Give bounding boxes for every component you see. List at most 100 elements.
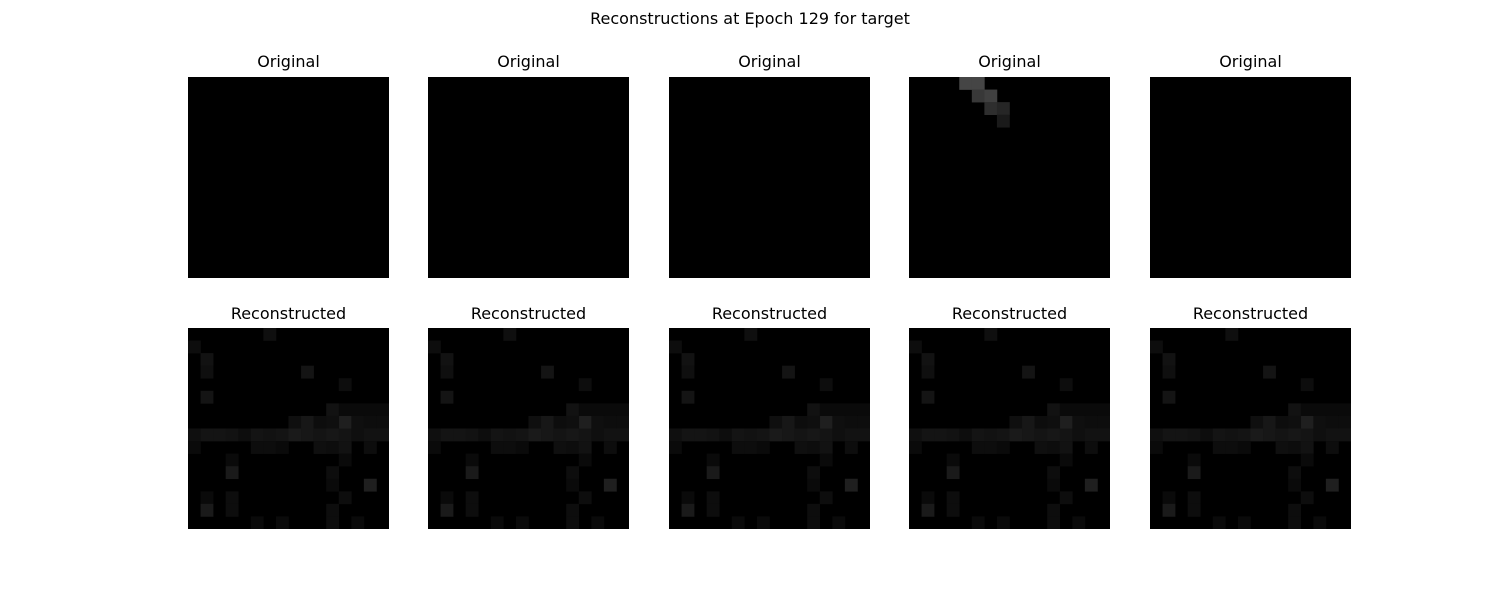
- pixel-cell: [819, 453, 833, 467]
- pixel-cell: [844, 441, 858, 454]
- pixel-cell: [857, 403, 870, 417]
- pixel-cell: [250, 516, 264, 529]
- pixel-cell: [351, 428, 365, 442]
- pixel-cell: [819, 428, 833, 442]
- original-image-2: [428, 77, 629, 278]
- pixel-cell: [490, 441, 504, 454]
- pixel-cell: [782, 428, 795, 442]
- reconstructed-image-4: [909, 328, 1110, 529]
- pixel-cell: [819, 441, 833, 454]
- pixel-cell: [603, 403, 617, 417]
- pixel-cell: [213, 428, 226, 442]
- pixel-cell: [1162, 390, 1176, 404]
- pixel-cell: [351, 516, 365, 529]
- pixel-cell: [225, 503, 239, 517]
- image-background: [188, 77, 389, 278]
- pixel-cell: [807, 478, 821, 492]
- pixel-cell: [1059, 491, 1073, 505]
- pixel-cell: [338, 403, 352, 417]
- pixel-cell: [313, 441, 327, 454]
- original-image-3: [669, 77, 870, 278]
- pixel-cell: [909, 441, 922, 454]
- image-grid: [428, 328, 629, 529]
- pixel-cell: [832, 516, 846, 529]
- pixel-cell: [971, 428, 985, 442]
- pixel-cell: [807, 415, 821, 429]
- pixel-cell: [263, 328, 277, 341]
- pixel-cell: [440, 353, 454, 366]
- pixel-cell: [1300, 415, 1314, 429]
- pixel-cell: [528, 415, 542, 429]
- pixel-cell: [769, 428, 783, 442]
- pixel-cell: [681, 365, 695, 379]
- pixel-cell: [1059, 428, 1073, 442]
- image-background: [669, 77, 870, 278]
- reconstructed-image-3: [669, 328, 870, 529]
- pixel-cell: [681, 353, 695, 366]
- pixel-cell: [363, 428, 377, 442]
- pixel-cell: [756, 516, 770, 529]
- pixel-cell: [832, 415, 846, 429]
- pixel-cell: [326, 466, 340, 480]
- pixel-cell: [819, 415, 833, 429]
- pixel-cell: [934, 428, 947, 442]
- pixel-cell: [1275, 415, 1289, 429]
- pixel-cell: [1162, 428, 1176, 442]
- pixel-cell: [744, 428, 758, 442]
- pixel-cell: [351, 415, 365, 429]
- pixel-cell: [1187, 428, 1201, 442]
- pixel-cell: [250, 441, 264, 454]
- pixel-cell: [288, 415, 302, 429]
- pixel-cell: [1300, 441, 1314, 454]
- pixel-cell: [819, 378, 833, 392]
- pixel-cell: [351, 403, 365, 417]
- pixel-cell: [1047, 403, 1061, 417]
- pixel-cell: [200, 390, 214, 404]
- pixel-cell: [578, 491, 592, 505]
- pixel-cell: [603, 478, 617, 492]
- pixel-cell: [807, 516, 821, 529]
- pixel-cell: [921, 491, 935, 505]
- panel-title: Reconstructed: [470, 304, 587, 323]
- pixel-cell: [578, 415, 592, 429]
- pixel-cell: [478, 428, 492, 442]
- pixel-cell: [1263, 428, 1276, 442]
- pixel-cell: [465, 466, 479, 480]
- original-image-5: [1150, 77, 1351, 278]
- pixel-cell: [959, 428, 973, 442]
- pixel-cell: [1084, 403, 1098, 417]
- pixel-cell: [756, 428, 770, 442]
- pixel-cell: [946, 491, 960, 505]
- pixel-cell: [200, 503, 214, 517]
- pixel-cell: [566, 415, 580, 429]
- pixel-cell: [326, 516, 340, 529]
- pixel-cell: [1150, 428, 1163, 442]
- original-image-4: [909, 77, 1110, 278]
- pixel-cell: [301, 415, 314, 429]
- pixel-cell: [616, 403, 629, 417]
- pixel-cell: [1237, 516, 1251, 529]
- figure-title: Reconstructions at Epoch 129 for target: [590, 9, 910, 28]
- pixel-cell: [946, 466, 960, 480]
- pixel-cell: [844, 478, 858, 492]
- reconstructed-image-1: [188, 328, 389, 529]
- pixel-cell: [946, 453, 960, 467]
- pixel-cell: [603, 441, 617, 454]
- pixel-cell: [1059, 415, 1073, 429]
- pixel-cell: [794, 415, 808, 429]
- pixel-cell: [681, 503, 695, 517]
- pixel-cell: [326, 503, 340, 517]
- pixel-cell: [250, 428, 264, 442]
- pixel-cell: [669, 340, 682, 354]
- pixel-cell: [1275, 441, 1289, 454]
- pixel-cell: [376, 428, 389, 442]
- image-grid: [669, 77, 870, 278]
- pixel-cell: [225, 491, 239, 505]
- pixel-cell: [440, 503, 454, 517]
- pixel-cell: [616, 415, 629, 429]
- pixel-cell: [591, 516, 605, 529]
- pixel-cell: [428, 428, 441, 442]
- pixel-cell: [363, 478, 377, 492]
- pixel-cell: [1288, 403, 1302, 417]
- pixel-cell: [338, 491, 352, 505]
